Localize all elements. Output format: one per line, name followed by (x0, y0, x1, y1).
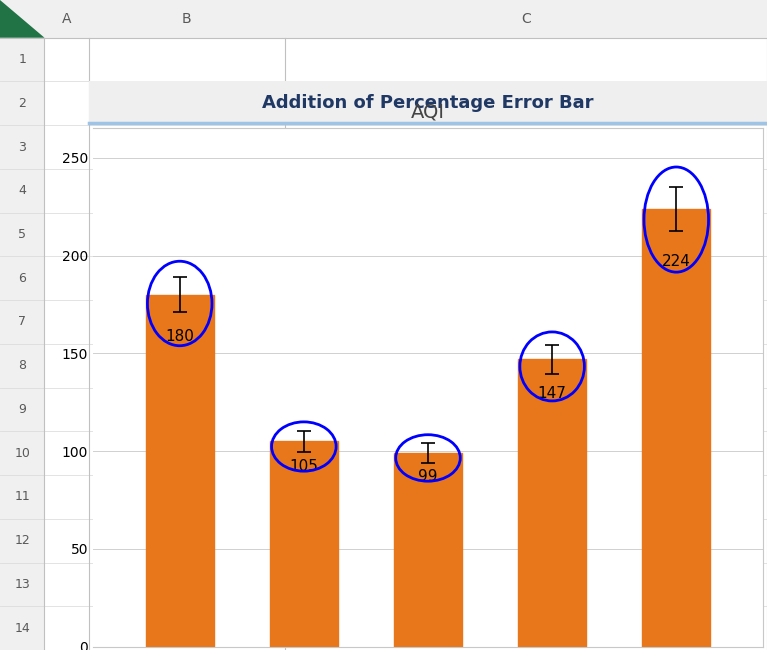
Bar (146, 294, 214, 647)
Bar (0, 38, 44, 650)
Bar (393, 453, 463, 647)
Text: 99: 99 (418, 469, 438, 484)
Text: B: B (182, 12, 192, 26)
Title: AQI: AQI (411, 102, 445, 122)
Text: 4: 4 (18, 185, 26, 198)
Text: 13: 13 (15, 578, 30, 591)
Text: C: C (521, 12, 531, 26)
Text: 224: 224 (662, 254, 691, 268)
Text: 12: 12 (15, 534, 30, 547)
Text: 2: 2 (18, 97, 26, 110)
Text: 5: 5 (18, 228, 26, 241)
Polygon shape (0, 0, 44, 38)
Text: 9: 9 (18, 403, 26, 416)
Text: 7: 7 (18, 315, 26, 328)
Text: 6: 6 (18, 272, 26, 285)
Bar (0, 0, 767, 38)
Text: 10: 10 (15, 447, 30, 460)
Bar (518, 359, 586, 647)
Text: 11: 11 (15, 490, 30, 503)
Bar (89, 81, 767, 125)
Text: 147: 147 (538, 386, 567, 401)
Text: A: A (62, 12, 71, 26)
Text: 105: 105 (289, 458, 318, 473)
Text: Addition of Percentage Error Bar: Addition of Percentage Error Bar (262, 94, 594, 112)
Text: 1: 1 (18, 53, 26, 66)
Text: 8: 8 (18, 359, 26, 372)
Text: 3: 3 (18, 140, 26, 153)
Bar (642, 209, 710, 647)
Bar (270, 441, 338, 647)
Text: 180: 180 (165, 330, 194, 344)
Text: 14: 14 (15, 621, 30, 634)
